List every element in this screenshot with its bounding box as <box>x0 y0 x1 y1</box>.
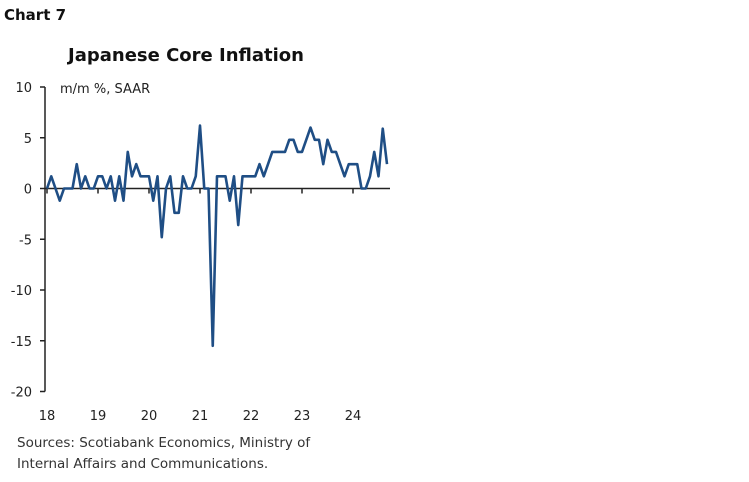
chart-number: Chart 7 <box>4 6 66 24</box>
x-tick-label: 23 <box>294 409 311 424</box>
y-tick-label: 5 <box>24 132 32 147</box>
y-tick-label: -15 <box>11 335 32 350</box>
x-tick-label: 21 <box>192 409 209 424</box>
y-tick-label: -20 <box>11 386 32 401</box>
y-tick-label: -5 <box>19 233 32 248</box>
y-tick-label: 10 <box>15 81 32 96</box>
sources-line-1: Sources: Scotiabank Economics, Ministry … <box>17 435 311 451</box>
x-tick-label: 22 <box>243 409 260 424</box>
x-tick-label: 18 <box>39 409 56 424</box>
sources-line-2: Internal Affairs and Communications. <box>17 456 268 472</box>
y-axis-label: m/m %, SAAR <box>60 82 150 97</box>
chart-title: Japanese Core Inflation <box>66 45 304 66</box>
y-tick-label: 0 <box>24 183 32 198</box>
x-tick-label: 19 <box>90 409 107 424</box>
x-tick-label: 24 <box>345 409 362 424</box>
x-tick-label: 20 <box>141 409 158 424</box>
y-tick-label: -10 <box>11 284 32 299</box>
series-line <box>45 124 389 348</box>
